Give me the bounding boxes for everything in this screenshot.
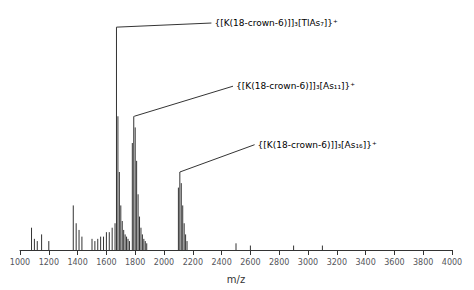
svg-text:2600: 2600 (240, 258, 260, 267)
svg-text:3200: 3200 (327, 258, 347, 267)
svg-text:1400: 1400 (67, 258, 87, 267)
svg-text:{[K(18-crown-6)]]₃[As₁₆]}⁺: {[K(18-crown-6)]]₃[As₁₆]}⁺ (258, 140, 377, 150)
svg-text:m/z: m/z (227, 274, 245, 285)
svg-text:3800: 3800 (413, 258, 433, 267)
svg-text:{[K(18-crown-6)]]₃[As₁₁]}⁺: {[K(18-crown-6)]]₃[As₁₁]}⁺ (236, 81, 355, 91)
svg-text:2400: 2400 (211, 258, 231, 267)
svg-text:1800: 1800 (125, 258, 145, 267)
svg-text:3600: 3600 (384, 258, 404, 267)
svg-text:2800: 2800 (269, 258, 289, 267)
svg-text:1000: 1000 (10, 258, 30, 267)
svg-text:3000: 3000 (298, 258, 318, 267)
svg-text:4000: 4000 (442, 258, 462, 267)
svg-text:1600: 1600 (96, 258, 116, 267)
svg-text:3400: 3400 (355, 258, 375, 267)
svg-text:{[K(18-crown-6)]]₃[TlAs₇]}⁺: {[K(18-crown-6)]]₃[TlAs₇]}⁺ (214, 18, 338, 28)
svg-text:2000: 2000 (154, 258, 174, 267)
svg-text:1200: 1200 (39, 258, 59, 267)
svg-text:2200: 2200 (183, 258, 203, 267)
